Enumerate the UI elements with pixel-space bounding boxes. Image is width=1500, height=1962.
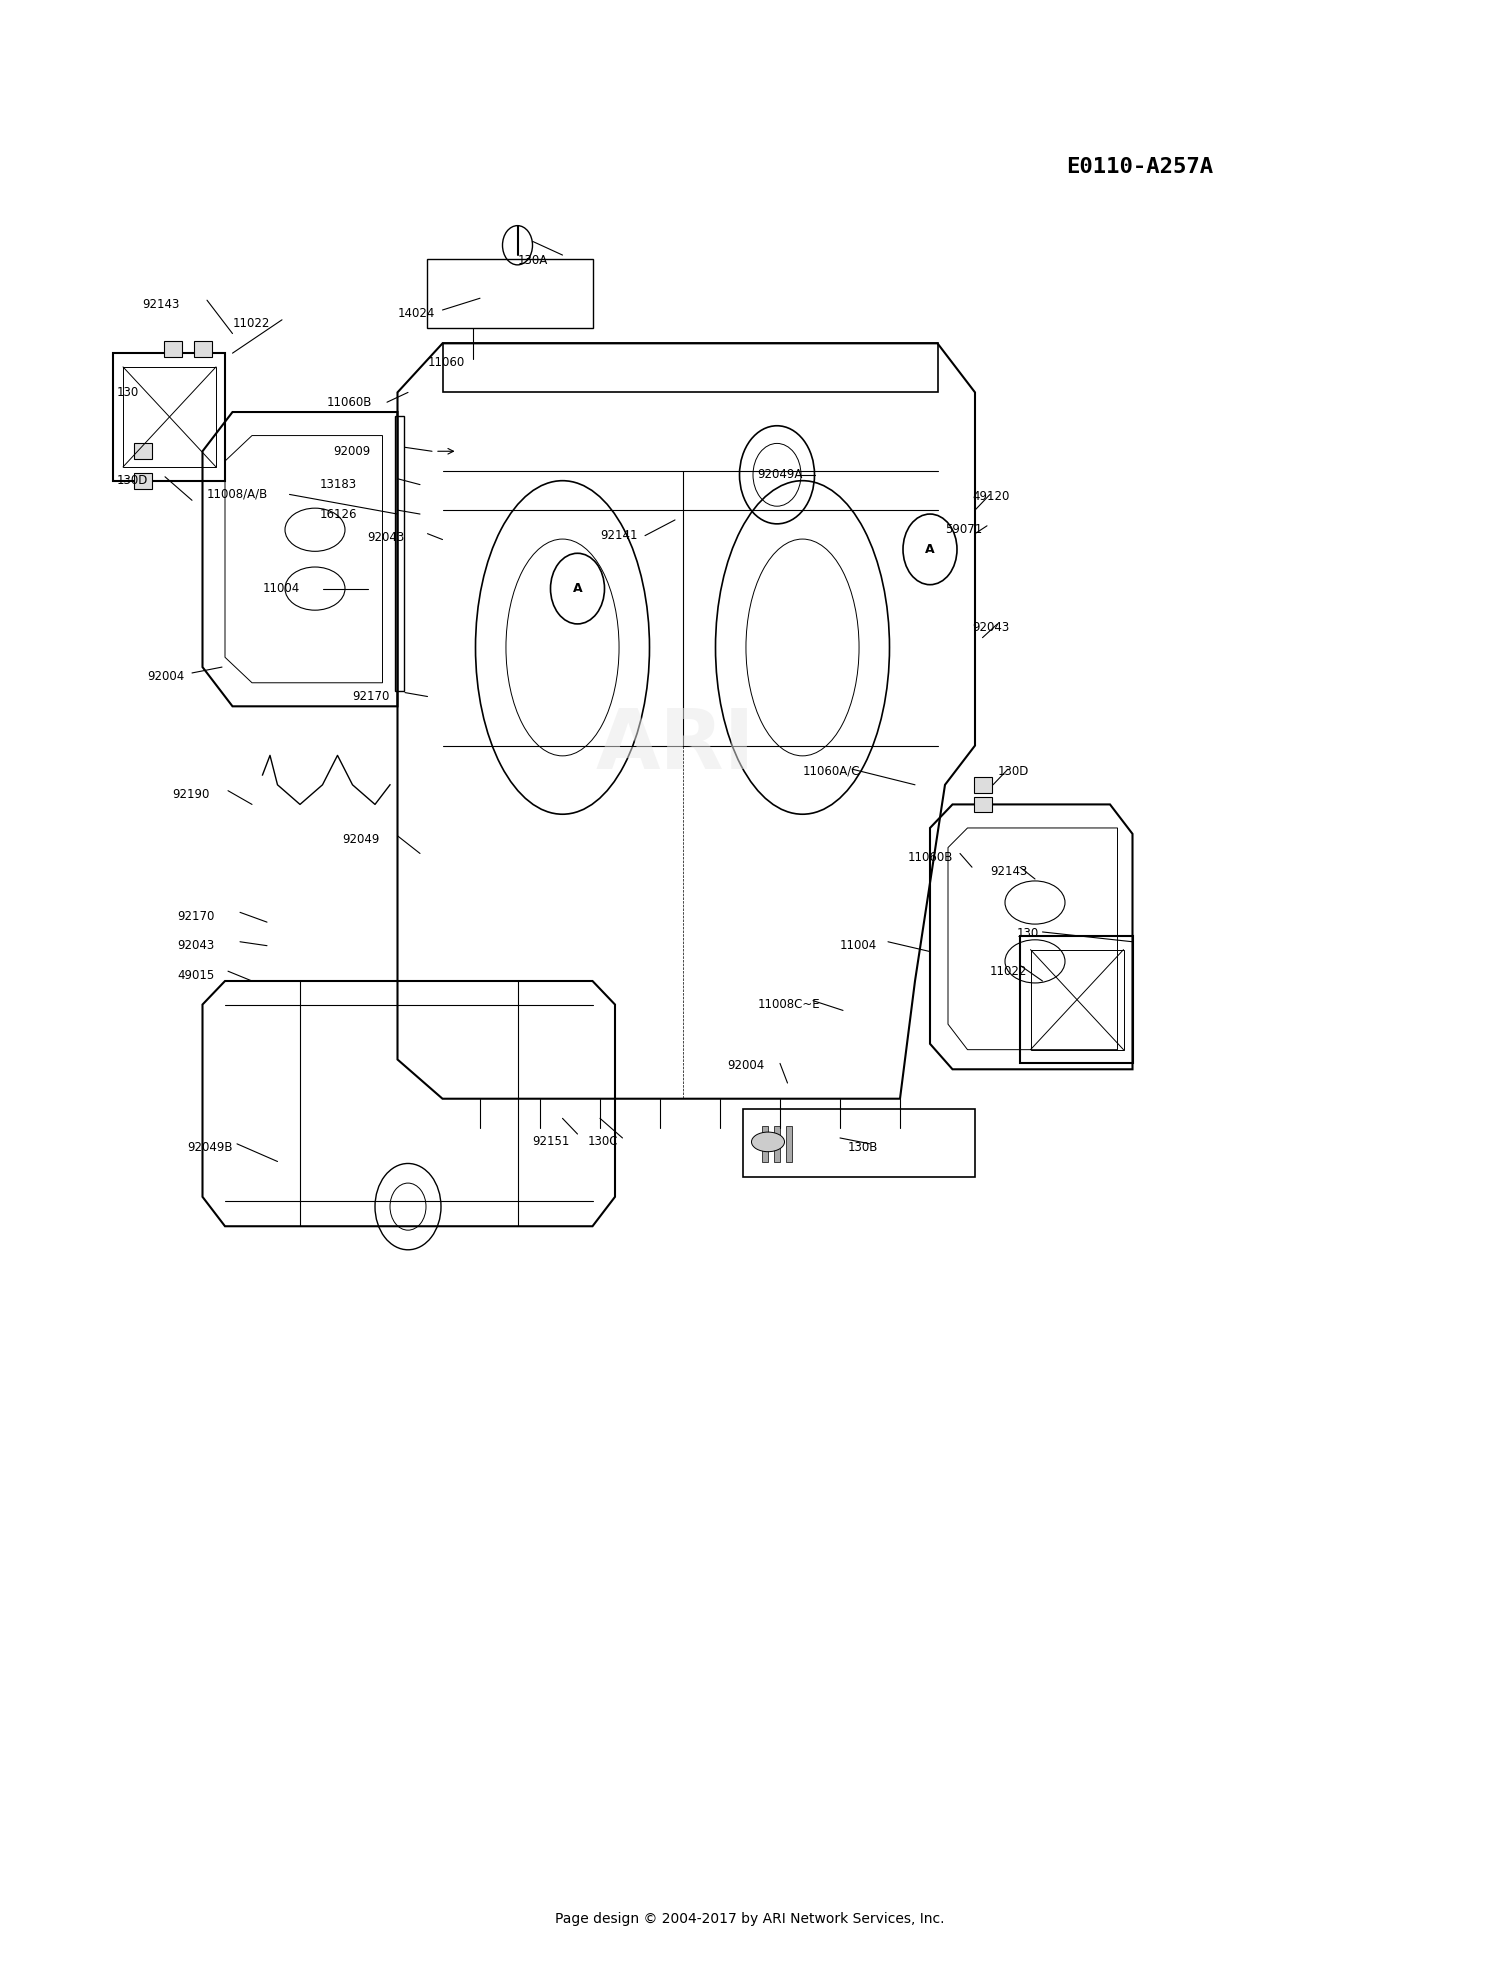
Text: 92143: 92143: [990, 865, 1028, 877]
Ellipse shape: [752, 1132, 784, 1152]
Text: E0110-A257A: E0110-A257A: [1066, 157, 1214, 177]
Text: ARI: ARI: [596, 704, 754, 787]
Text: 11004: 11004: [262, 583, 300, 594]
Text: 92049A: 92049A: [758, 469, 802, 481]
Text: 92043: 92043: [177, 940, 214, 952]
Text: 92190: 92190: [172, 789, 210, 800]
Text: 92143: 92143: [142, 298, 180, 310]
Text: 11060B: 11060B: [908, 852, 952, 863]
Text: 92049B: 92049B: [188, 1142, 232, 1154]
Text: 92004: 92004: [728, 1059, 765, 1071]
Text: 49120: 49120: [972, 490, 1010, 502]
Text: 92170: 92170: [352, 691, 390, 702]
Text: 92049: 92049: [342, 834, 380, 846]
Text: 92043: 92043: [368, 532, 405, 543]
Text: Page design © 2004-2017 by ARI Network Services, Inc.: Page design © 2004-2017 by ARI Network S…: [555, 1911, 945, 1927]
Text: 92004: 92004: [147, 671, 184, 683]
Text: 92170: 92170: [177, 910, 214, 922]
Text: 11060: 11060: [427, 357, 465, 369]
Text: 11008/A/B: 11008/A/B: [207, 489, 268, 500]
Text: 11008C~E: 11008C~E: [758, 999, 820, 1010]
Text: 11004: 11004: [840, 940, 878, 952]
Bar: [762, 1126, 768, 1162]
Text: 13183: 13183: [320, 479, 357, 490]
Bar: [164, 341, 182, 357]
Text: 130D: 130D: [998, 765, 1029, 777]
Text: 14024: 14024: [398, 308, 435, 320]
Text: A: A: [926, 543, 934, 555]
Text: 92151: 92151: [532, 1136, 570, 1148]
Text: 130: 130: [117, 387, 140, 398]
Text: 130D: 130D: [117, 475, 148, 487]
Text: 130: 130: [1017, 928, 1040, 940]
Text: 11022: 11022: [232, 318, 270, 330]
Bar: [194, 341, 211, 357]
Text: 59071: 59071: [945, 524, 982, 536]
Text: A: A: [573, 583, 582, 594]
Bar: [974, 797, 992, 812]
Text: 11060A/C: 11060A/C: [802, 765, 859, 777]
Text: 130C: 130C: [588, 1136, 618, 1148]
Text: 16126: 16126: [320, 508, 357, 520]
Bar: [134, 443, 152, 459]
Text: 11060B: 11060B: [327, 396, 372, 408]
Bar: [974, 777, 992, 793]
Text: 92043: 92043: [972, 622, 1010, 634]
Bar: [774, 1126, 780, 1162]
Bar: [786, 1126, 792, 1162]
Text: 92141: 92141: [600, 530, 638, 542]
Text: 130A: 130A: [518, 255, 548, 267]
Bar: [134, 473, 152, 489]
Text: 92009: 92009: [333, 445, 370, 457]
Text: 11022: 11022: [990, 965, 1028, 977]
Text: 49015: 49015: [177, 969, 214, 981]
Text: 130B: 130B: [847, 1142, 877, 1154]
